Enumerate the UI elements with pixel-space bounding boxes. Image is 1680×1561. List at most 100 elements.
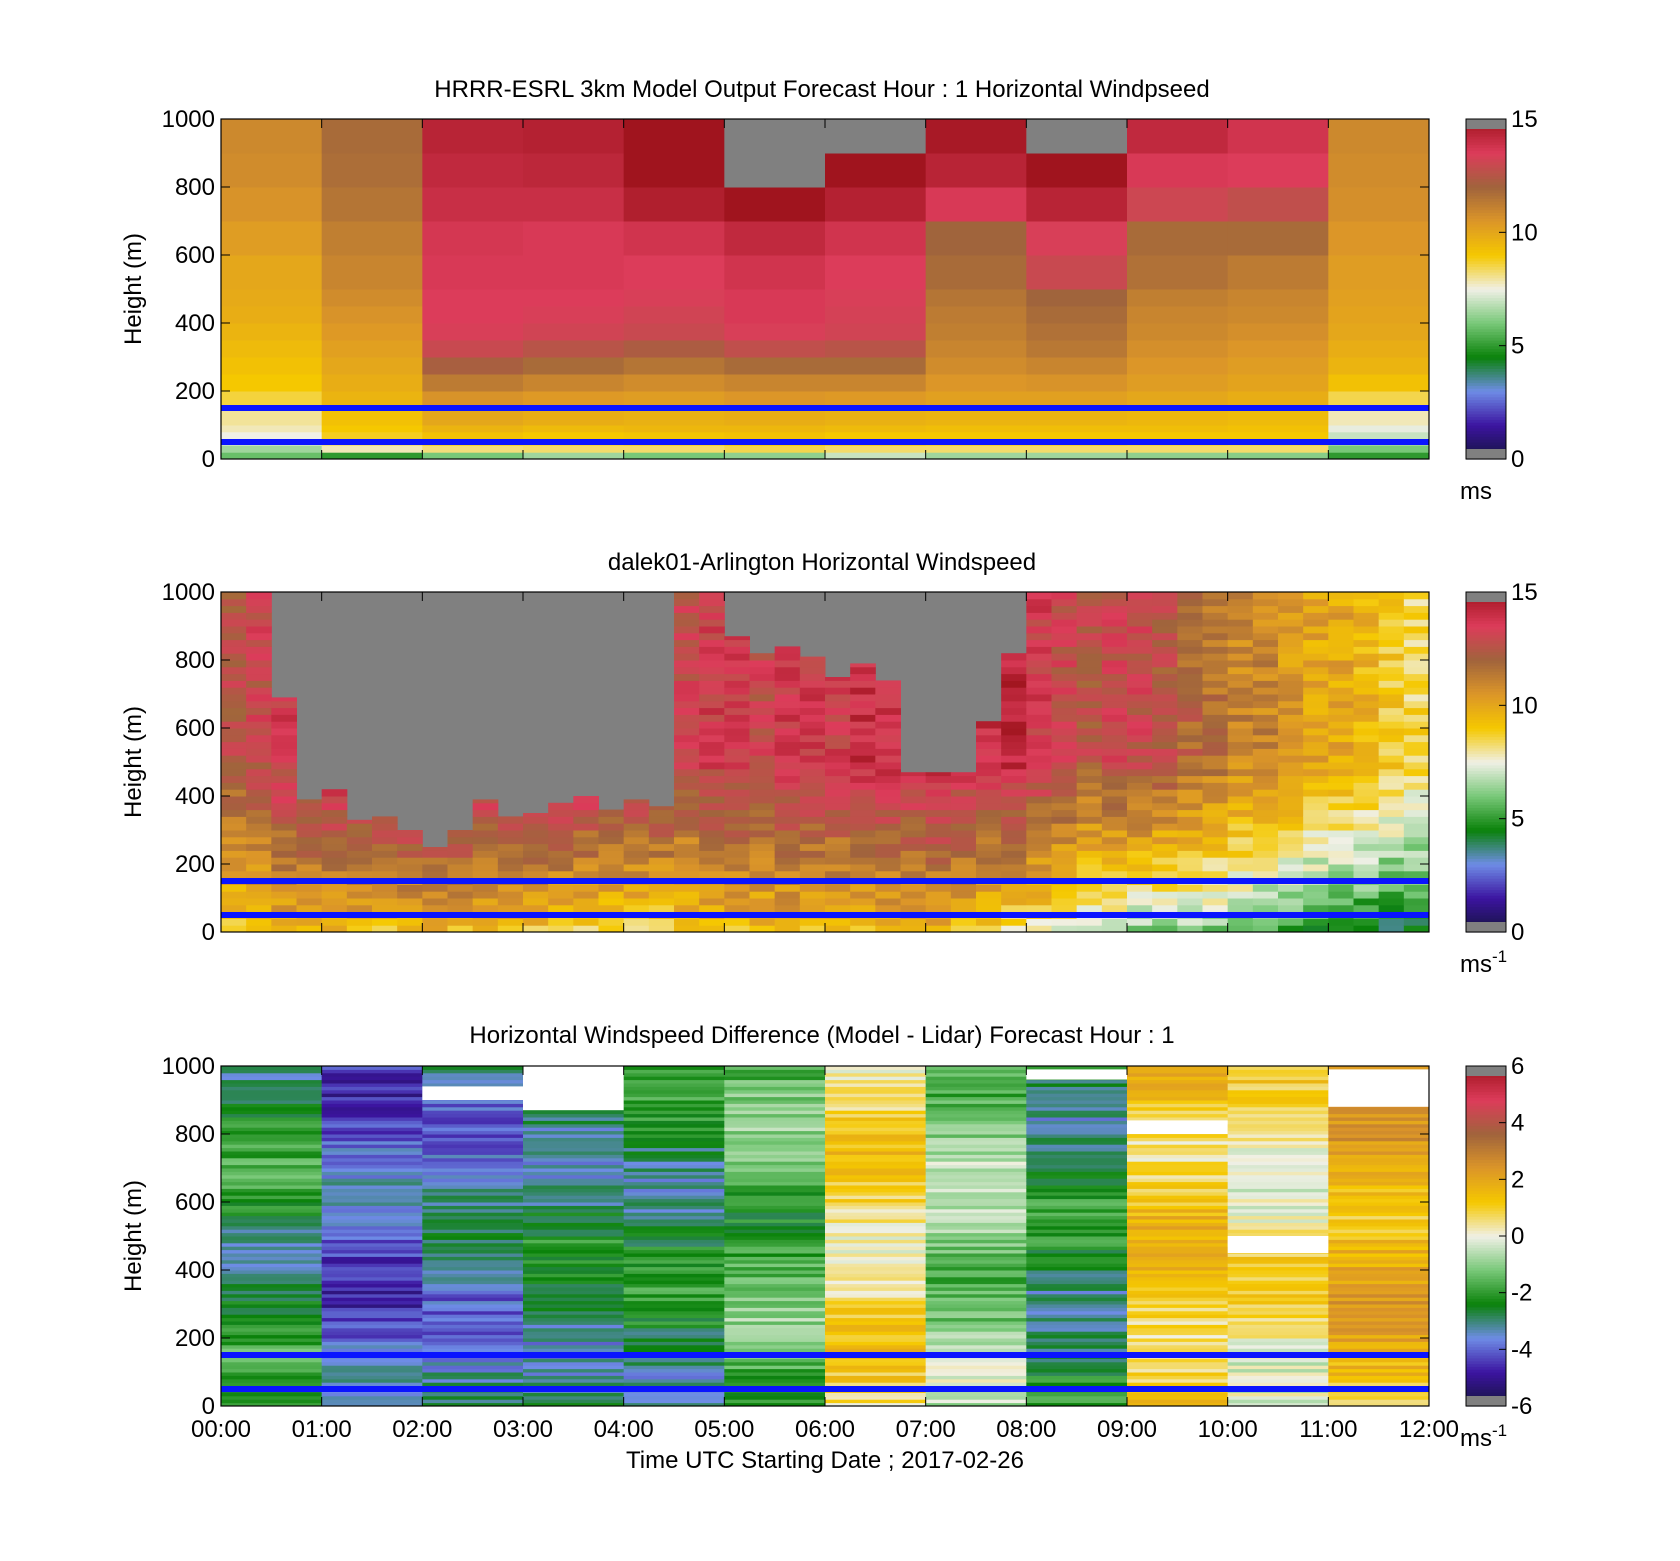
heatmap-cell: [825, 1348, 927, 1353]
heatmap-cell: [1101, 884, 1128, 892]
heatmap-cell: [875, 802, 901, 811]
heatmap-cell: [246, 857, 272, 865]
heatmap-cell: [1227, 391, 1329, 409]
heatmap-cell: [825, 782, 851, 790]
heatmap-cell: [774, 796, 801, 804]
heatmap-cell: [648, 843, 675, 851]
heatmap-cell: [1026, 626, 1052, 634]
heatmap-cell: [699, 639, 725, 647]
heatmap-cell: [271, 782, 297, 790]
heatmap-cell: [1227, 1395, 1329, 1400]
heatmap-cell: [1252, 904, 1279, 913]
heatmap-cell: [1051, 632, 1078, 641]
heatmap-cell: [1278, 605, 1304, 613]
heatmap-cell: [221, 1361, 323, 1366]
heatmap-cell: [1026, 1123, 1128, 1128]
heatmap-cell: [1001, 768, 1027, 777]
colorbar-swatch: [1466, 1304, 1506, 1308]
colorbar-swatch: [1466, 1199, 1506, 1203]
heatmap-cell: [724, 1215, 826, 1220]
heatmap-cell: [724, 187, 826, 222]
heatmap-cell: [1177, 843, 1203, 851]
heatmap-cell: [1026, 1225, 1128, 1230]
heatmap-cell: [825, 187, 927, 222]
heatmap-cell: [1127, 1246, 1229, 1251]
heatmap-cell: [1026, 1066, 1128, 1070]
heatmap-cell: [1101, 898, 1128, 906]
heatmap-cell: [221, 1134, 323, 1138]
heatmap-cell: [875, 741, 901, 749]
heatmap-cell: [523, 1361, 625, 1366]
heatmap-cell: [724, 755, 750, 763]
heatmap-cell: [1026, 884, 1052, 892]
heatmap-cell: [397, 850, 423, 858]
heatmap-cell: [1328, 789, 1354, 797]
heatmap-cell: [623, 1300, 725, 1305]
heatmap-cell: [296, 925, 323, 933]
heatmap-cell: [1026, 1134, 1128, 1138]
colorbar-swatch: [1466, 1323, 1506, 1328]
heatmap-cell: [1278, 830, 1304, 838]
heatmap-cell: [724, 741, 750, 749]
heatmap-cell: [925, 836, 952, 845]
heatmap-cell: [825, 1368, 927, 1373]
colorbar-swatch: [1466, 912, 1506, 916]
heatmap-cell: [1076, 857, 1103, 865]
heatmap-cell: [221, 748, 247, 756]
heatmap-cell: [900, 809, 927, 817]
heatmap-cell: [523, 452, 625, 460]
heatmap-cell: [1278, 721, 1304, 729]
heatmap-cell: [1227, 789, 1254, 797]
heatmap-cell: [825, 741, 851, 749]
heatmap-cell: [925, 857, 952, 865]
heatmap-cell: [1026, 1205, 1128, 1210]
heatmap-cell: [1328, 1378, 1430, 1383]
heatmap-cell: [1252, 850, 1279, 858]
heatmap-cell: [925, 1083, 1027, 1087]
heatmap-cell: [825, 864, 851, 872]
heatmap-cell: [1051, 592, 1078, 600]
heatmap-cell: [1278, 687, 1304, 695]
heatmap-cell: [1177, 925, 1203, 933]
heatmap-cell: [1252, 925, 1279, 933]
colorbar-low-cap: [1466, 1396, 1506, 1406]
heatmap-cell: [1378, 660, 1405, 668]
heatmap-cell: [1127, 445, 1229, 453]
heatmap-cell: [1227, 687, 1254, 695]
heatmap-cell: [825, 1089, 927, 1094]
heatmap-cell: [246, 598, 272, 607]
heatmap-cell: [623, 1225, 725, 1230]
heatmap-cell: [825, 1202, 927, 1206]
colorbar-swatch: [1466, 249, 1506, 253]
colorbar-swatch: [1466, 762, 1506, 766]
heatmap-cell: [1202, 687, 1229, 695]
y-tick-label: 400: [175, 1257, 215, 1284]
heatmap-cell: [523, 1178, 625, 1183]
heatmap-cell: [1177, 755, 1203, 763]
heatmap-cell: [976, 925, 1002, 933]
heatmap-cell: [422, 1212, 524, 1217]
colorbar-tick-label: 6: [1511, 1053, 1524, 1080]
heatmap-cell: [1227, 1375, 1329, 1380]
heatmap-cell: [674, 809, 700, 817]
heatmap-cell: [472, 918, 499, 926]
heatmap-cell: [1278, 626, 1304, 634]
heatmap-cell: [1202, 619, 1229, 627]
heatmap-cell: [1026, 1270, 1128, 1274]
heatmap-cell: [1001, 694, 1027, 702]
heatmap-cell: [321, 1123, 423, 1128]
heatmap-cell: [1303, 891, 1329, 899]
heatmap-cell: [623, 1113, 725, 1118]
colorbar-swatch: [1466, 382, 1506, 386]
y-tick-label: 1000: [162, 1053, 215, 1080]
heatmap-cell: [523, 1242, 625, 1247]
heatmap-cell: [472, 864, 499, 872]
heatmap-cell: [321, 1297, 423, 1302]
heatmap-cell: [825, 850, 851, 858]
colorbar-swatch: [1466, 852, 1506, 857]
heatmap-cell: [246, 884, 272, 892]
heatmap-cell: [221, 1215, 323, 1220]
heatmap-cell: [1328, 1358, 1430, 1363]
heatmap-cell: [1076, 884, 1103, 892]
heatmap-cell: [1353, 639, 1380, 647]
